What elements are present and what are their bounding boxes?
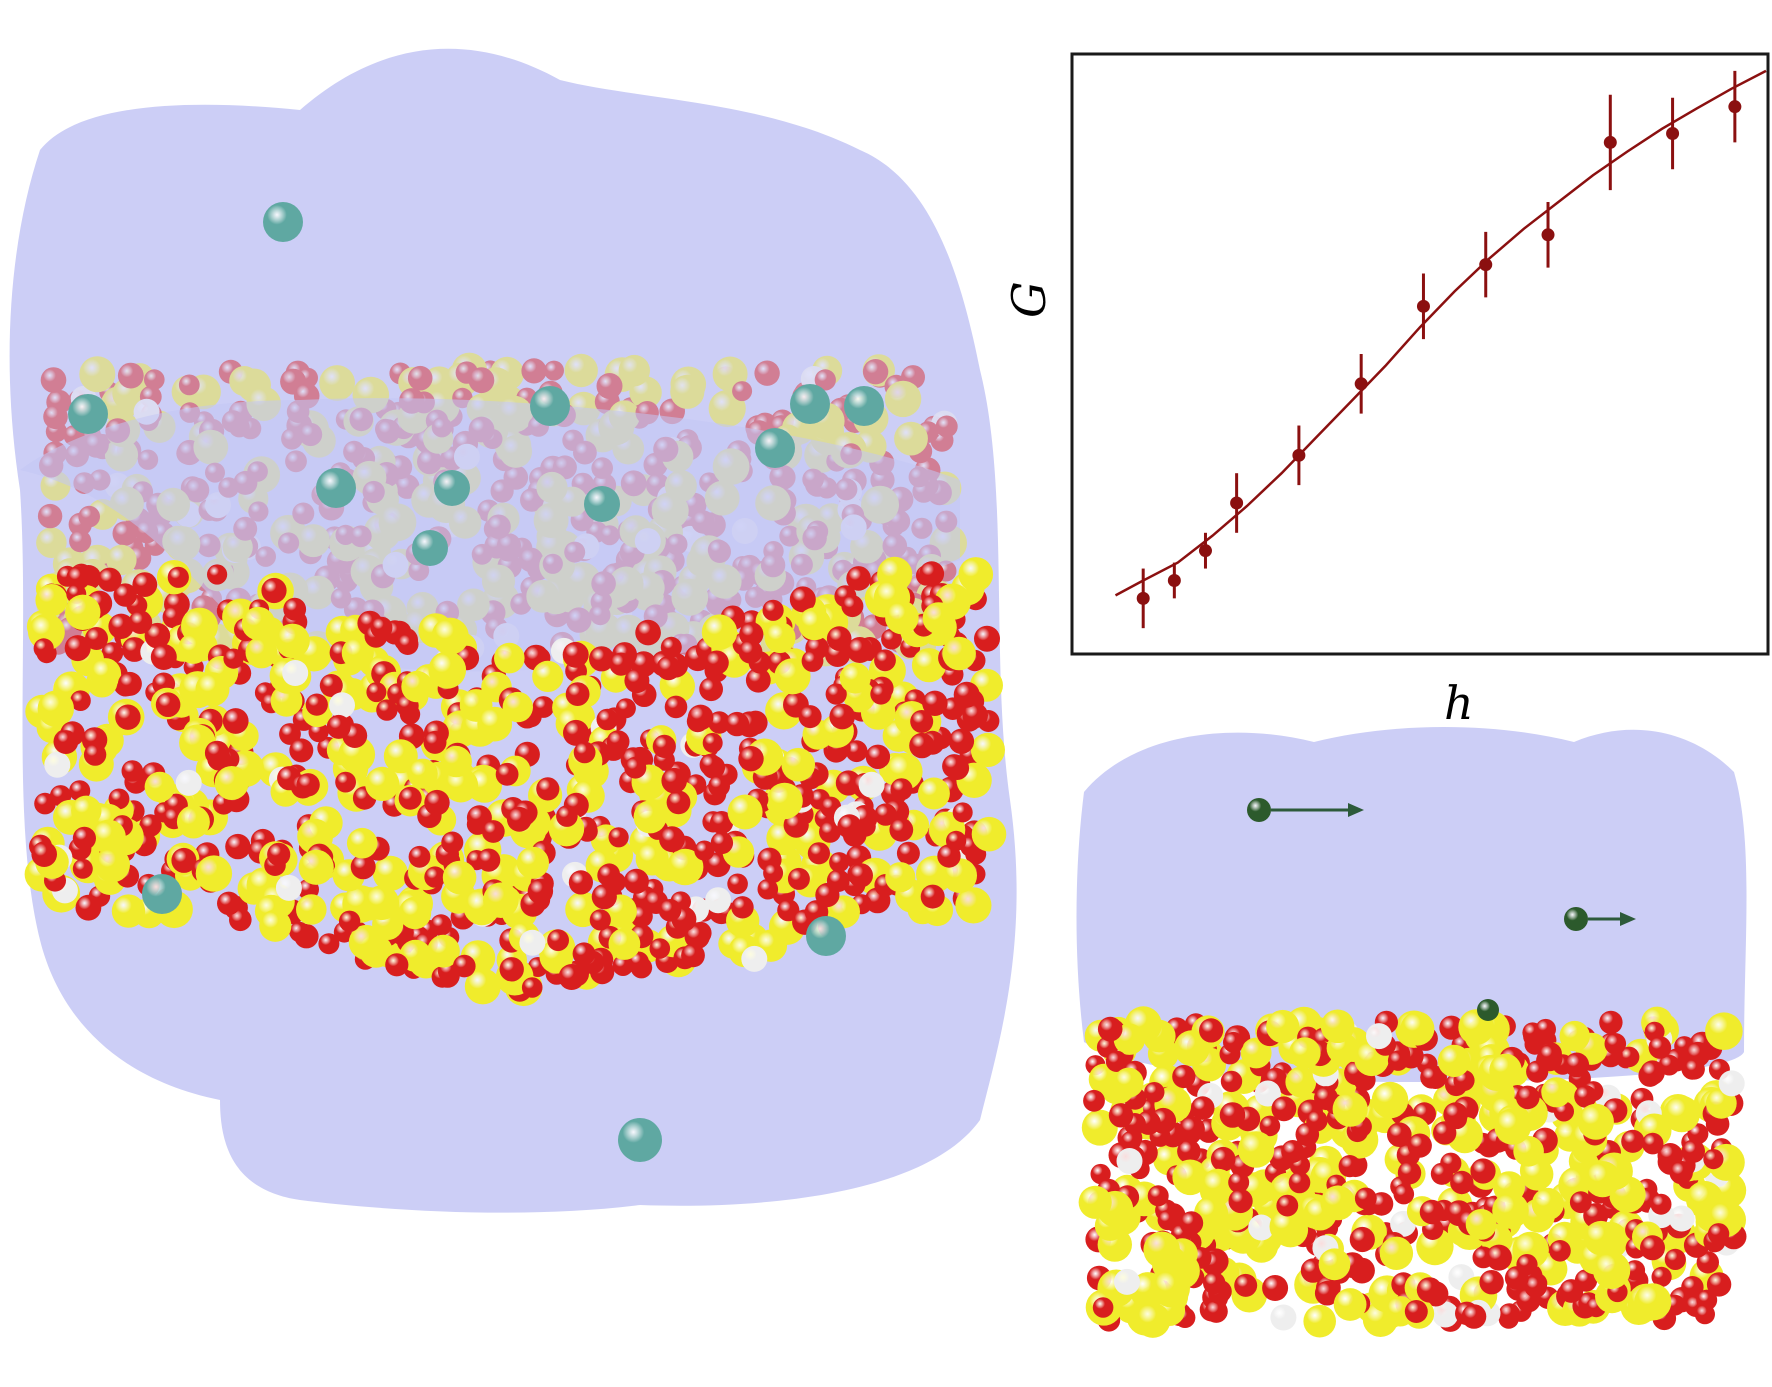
y-axis-label: G xyxy=(1002,281,1056,318)
velocity-arrow-head xyxy=(1620,912,1636,926)
counter-ion xyxy=(68,394,108,434)
velocity-arrow-head xyxy=(1348,803,1364,817)
counter-ion xyxy=(316,468,356,508)
fit-curve xyxy=(1114,69,1767,597)
data-point xyxy=(1728,100,1742,114)
silica-slab xyxy=(1078,1006,1747,1338)
silica-water-interface-3d-render xyxy=(9,48,1017,1213)
data-point xyxy=(1416,299,1430,313)
moving-ion xyxy=(1247,798,1271,822)
moving-ion xyxy=(1564,907,1588,931)
silica-front-face xyxy=(24,556,1007,1007)
silica-slab-with-ion-flow-render xyxy=(1076,727,1747,1338)
counter-ion xyxy=(844,386,884,426)
water-volume xyxy=(1076,727,1747,1082)
counter-ion xyxy=(755,428,795,468)
data-point xyxy=(1230,496,1244,510)
counter-ion xyxy=(618,1118,662,1162)
data-point xyxy=(1666,126,1680,140)
counter-ion xyxy=(263,202,303,242)
data-point xyxy=(1541,228,1555,242)
data-point xyxy=(1603,135,1617,149)
counter-ion xyxy=(584,486,620,522)
g-vs-h-chart xyxy=(1070,52,1770,656)
counter-ion xyxy=(806,916,846,956)
data-point xyxy=(1136,591,1150,605)
data-point xyxy=(1198,544,1212,558)
data-point xyxy=(1167,573,1181,587)
data-point xyxy=(1292,448,1306,462)
counter-ion xyxy=(434,470,470,506)
counter-ion xyxy=(530,386,570,426)
counter-ion xyxy=(412,530,448,566)
data-point xyxy=(1479,258,1493,272)
x-axis-label: h xyxy=(1444,676,1474,730)
counter-ion xyxy=(790,384,830,424)
data-point xyxy=(1354,377,1368,391)
counter-ion xyxy=(142,874,182,914)
moving-ion xyxy=(1477,999,1499,1021)
